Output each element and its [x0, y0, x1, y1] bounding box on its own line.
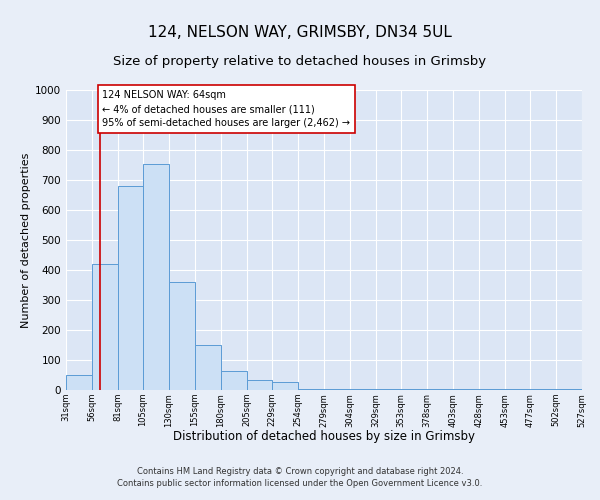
- Text: Size of property relative to detached houses in Grimsby: Size of property relative to detached ho…: [113, 55, 487, 68]
- Bar: [221, 370, 247, 390]
- Bar: [272, 382, 298, 390]
- X-axis label: Distribution of detached houses by size in Grimsby: Distribution of detached houses by size …: [173, 430, 475, 442]
- Bar: [169, 282, 195, 390]
- Bar: [118, 186, 143, 390]
- Text: 124 NELSON WAY: 64sqm
← 4% of detached houses are smaller (111)
95% of semi-deta: 124 NELSON WAY: 64sqm ← 4% of detached h…: [103, 90, 350, 128]
- Bar: [247, 380, 272, 390]
- Text: Contains HM Land Registry data © Crown copyright and database right 2024.
Contai: Contains HM Land Registry data © Crown c…: [118, 466, 482, 487]
- Bar: [143, 164, 169, 390]
- Bar: [195, 345, 221, 390]
- Bar: [92, 264, 118, 390]
- Bar: [66, 375, 92, 390]
- Y-axis label: Number of detached properties: Number of detached properties: [21, 152, 31, 328]
- Text: 124, NELSON WAY, GRIMSBY, DN34 5UL: 124, NELSON WAY, GRIMSBY, DN34 5UL: [148, 25, 452, 40]
